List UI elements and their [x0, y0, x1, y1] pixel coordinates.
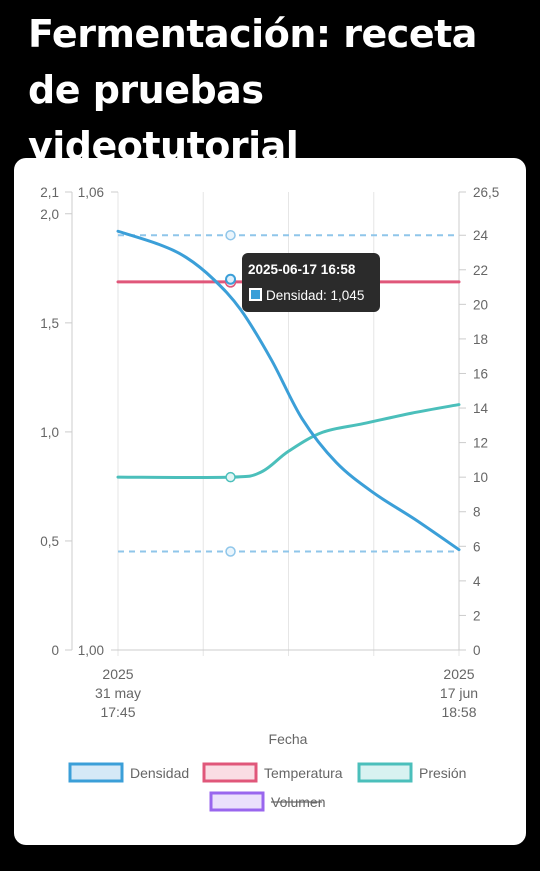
x-tick-label: 2025: [443, 666, 474, 682]
tooltip-title: 2025-06-17 16:58: [248, 262, 356, 277]
legend-label-densidad: Densidad: [130, 765, 189, 781]
legend-swatch-volumen: [209, 791, 265, 812]
right-tick-label: 16: [473, 366, 488, 381]
right-tick-label: 24: [473, 228, 489, 243]
reference-point: [225, 229, 236, 241]
right-tick-label: 26,5: [473, 185, 499, 200]
right-tick-label: 2: [473, 608, 481, 623]
x-tick-label: 31 may: [95, 685, 141, 701]
x-tick-label: 2025: [102, 666, 133, 682]
tooltip-label: Densidad: 1,045: [266, 288, 364, 303]
legend-label-temperatura: Temperatura: [264, 765, 343, 781]
left-inner-tick-label: 1,06: [78, 185, 104, 200]
presion-point: [225, 471, 236, 483]
tooltip: 2025-06-17 16:58 Densidad: 1,045: [242, 253, 380, 312]
reference-point: [225, 546, 236, 557]
right-tick-label: 6: [473, 539, 481, 554]
right-tick-label: 20: [473, 297, 488, 312]
fermentation-chart[interactable]: 2,12,01,51,00,501,061,0026,5242220181614…: [14, 158, 526, 845]
right-tick-label: 12: [473, 436, 488, 451]
tooltip-box: [242, 253, 380, 312]
left-outer-tick-label: 0: [51, 643, 59, 658]
right-tick-label: 18: [473, 332, 488, 347]
right-tick-label: 10: [473, 470, 488, 485]
left-outer-tick-label: 1,0: [40, 425, 59, 440]
x-axis-title: Fecha: [269, 731, 308, 747]
tooltip-swatch-inner: [251, 290, 260, 299]
left-outer-tick-label: 2,0: [40, 207, 59, 222]
left-outer-tick-label: 1,5: [40, 316, 59, 331]
left-outer-tick-label: 0,5: [40, 534, 59, 549]
legend-label-presion: Presión: [419, 765, 466, 781]
legend-swatch-presion: [357, 762, 413, 783]
axes: 2,12,01,51,00,501,061,0026,5242220181614…: [40, 185, 499, 658]
chart-card: 2,1 2,0 1,5 1,0 0,5 0 1,06 1,00 26,5 24 22 20 18 16 14…: [14, 158, 526, 845]
page-title: Fermentación: receta de pruebas videotut…: [28, 12, 477, 168]
x-tick-label: 17 jun: [440, 685, 478, 701]
legend-swatch-densidad: [68, 762, 124, 783]
x-tick-label: 18:58: [441, 704, 476, 720]
legend-swatch-temperatura: [202, 762, 258, 783]
x-tick-label: 17:45: [100, 704, 135, 720]
hover-points: [224, 229, 237, 557]
right-tick-label: 8: [473, 505, 481, 520]
right-tick-label: 0: [473, 643, 481, 658]
right-tick-label: 22: [473, 263, 488, 278]
series-line-densidad: [116, 229, 461, 552]
x-axis: Fecha 2025 31 may 17:45 2025 17 jun 18:58: [95, 666, 478, 747]
left-outer-tick-label: 2,1: [40, 185, 59, 200]
left-inner-tick-label: 1,00: [78, 643, 104, 658]
right-tick-label: 14: [473, 401, 489, 416]
densidad-point: [225, 273, 237, 285]
reference-lines: [118, 234, 459, 553]
right-tick-label: 4: [473, 574, 481, 589]
